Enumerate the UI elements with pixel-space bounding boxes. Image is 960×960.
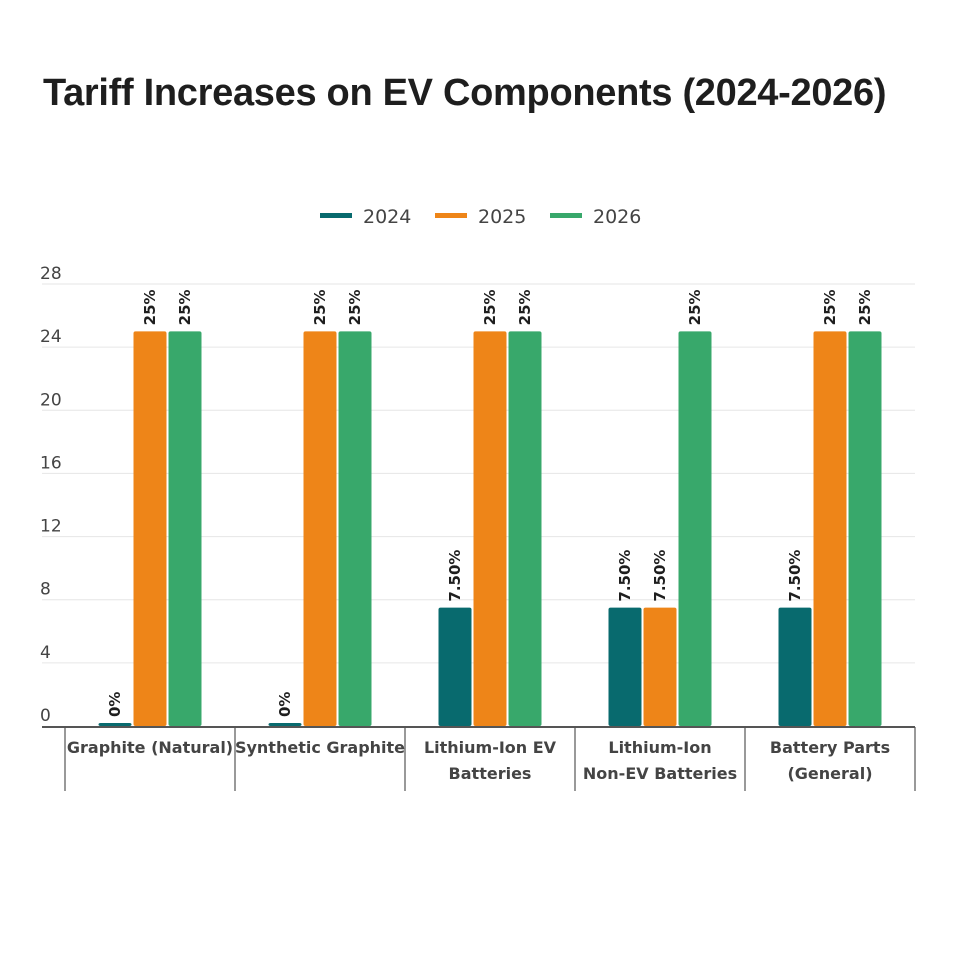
legend-swatch-2024: [320, 213, 352, 218]
bar-2025: [473, 331, 507, 726]
data-labels: 0% 25% 25% 0% 25% 25% 7.50% 25% 25% 7.50% 7.50% 25%…: [106, 289, 874, 717]
x-tick-label: Battery Parts: [770, 738, 890, 757]
y-tick-label: 24: [40, 327, 62, 347]
x-axis: Graphite (Natural) Synthetic Graphite Lith…: [42, 726, 916, 791]
legend: 2024 2025 2026: [320, 206, 641, 228]
legend-label: 2025: [478, 206, 526, 228]
data-label: 25%: [821, 289, 839, 325]
y-tick-label: 0: [40, 706, 51, 726]
bar-2026: [678, 331, 712, 726]
bar-2025: [133, 331, 167, 726]
bar-2024: [778, 607, 812, 726]
bar-2024: [438, 607, 472, 726]
y-axis-ticks: 0 4 8 12 16 20 24 28: [40, 264, 62, 726]
data-label: 0%: [106, 692, 124, 717]
bar-2026: [848, 331, 882, 726]
chart-title: Tariff Increases on EV Components (2024-…: [43, 72, 887, 114]
legend-swatch-2025: [435, 213, 467, 218]
y-tick-label: 12: [40, 517, 62, 537]
bar-2024: [608, 607, 642, 726]
data-label: 25%: [481, 289, 499, 325]
y-tick-label: 20: [40, 390, 62, 410]
bars: [98, 331, 882, 726]
data-label: 25%: [311, 289, 329, 325]
x-tick-label: Batteries: [449, 764, 532, 783]
data-label: 0%: [276, 692, 294, 717]
y-tick-label: 4: [40, 643, 51, 663]
data-label: 7.50%: [651, 550, 669, 602]
y-tick-label: 28: [40, 264, 62, 284]
bar-2025: [813, 331, 847, 726]
bar-2024: [98, 723, 132, 726]
x-tick-label: Non-EV Batteries: [583, 764, 737, 783]
y-tick-label: 8: [40, 580, 51, 600]
data-label: 7.50%: [786, 550, 804, 602]
x-tick-label: Graphite (Natural): [67, 738, 233, 757]
x-tick-label: Synthetic Graphite: [235, 738, 405, 757]
bar-2026: [338, 331, 372, 726]
x-tick-label: (General): [787, 764, 872, 783]
legend-label: 2024: [363, 206, 411, 228]
bar-2025: [643, 607, 677, 726]
data-label: 25%: [141, 289, 159, 325]
data-label: 7.50%: [616, 550, 634, 602]
bar-2024: [268, 723, 302, 726]
bar-2025: [303, 331, 337, 726]
data-label: 25%: [346, 289, 364, 325]
y-tick-label: 16: [40, 453, 62, 473]
x-tick-label: Lithium-Ion: [608, 738, 711, 757]
data-label: 25%: [516, 289, 534, 325]
legend-label: 2026: [593, 206, 641, 228]
bar-2026: [508, 331, 542, 726]
legend-swatch-2026: [550, 213, 582, 218]
x-tick-label: Lithium-Ion EV: [424, 738, 557, 757]
data-label: 25%: [176, 289, 194, 325]
data-label: 25%: [856, 289, 874, 325]
data-label: 25%: [686, 289, 704, 325]
bar-2026: [168, 331, 202, 726]
data-label: 7.50%: [446, 550, 464, 602]
